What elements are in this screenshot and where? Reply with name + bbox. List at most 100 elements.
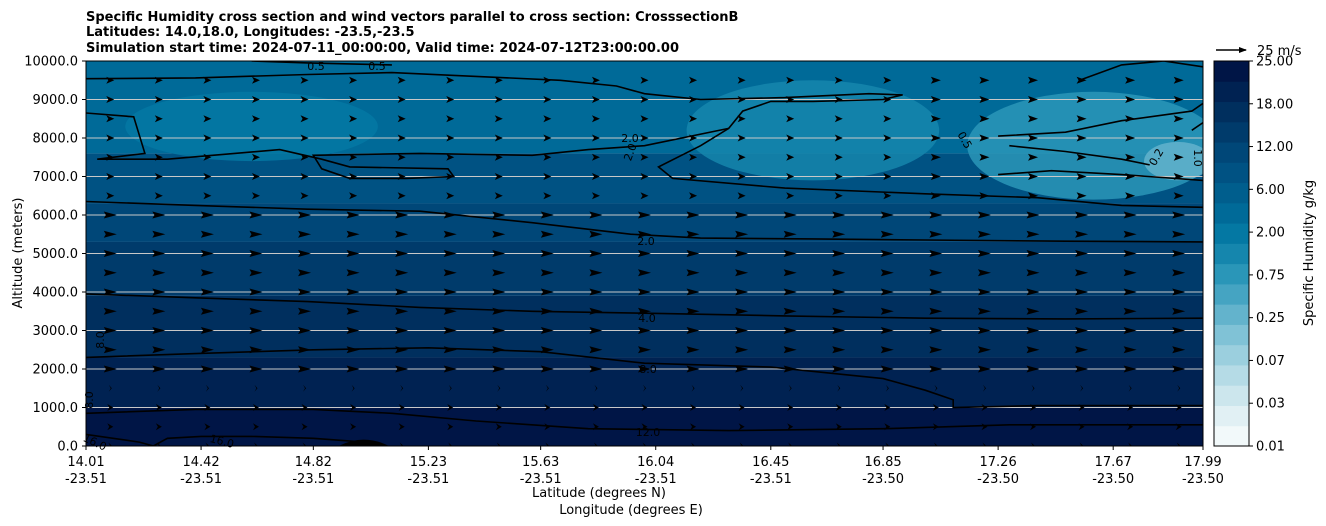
wind-vector <box>1026 288 1040 296</box>
wind-vector <box>640 153 649 161</box>
wind-vector <box>638 288 651 296</box>
quiver-key: 25 m/s <box>1216 44 1302 59</box>
wind-vector <box>880 250 894 257</box>
wind-vector <box>350 404 357 411</box>
wind-vector <box>643 384 646 392</box>
colorbar-segment <box>1214 182 1249 204</box>
wind-vector <box>788 384 792 392</box>
wind-vector <box>686 211 700 219</box>
x-tick-label-lon: -23.51 <box>750 472 792 487</box>
colorbar-tick-label: 0.25 <box>1256 311 1285 326</box>
x-axis: 14.01 -23.51 14.42 -23.51 14.82 -23.51 15.23 -2… <box>65 446 1224 487</box>
y-tick-label: 0.0 <box>57 440 78 455</box>
wind-vector <box>1075 269 1089 277</box>
wind-vector <box>1026 250 1040 257</box>
wind-vector <box>591 192 600 200</box>
wind-vector <box>1028 76 1039 84</box>
wind-vector <box>642 442 647 446</box>
wind-vector <box>783 288 797 296</box>
wind-vector <box>1123 269 1137 277</box>
contour-line-16-0 <box>86 433 154 446</box>
wind-vector <box>249 230 263 238</box>
wind-vector <box>883 134 892 142</box>
wind-vector <box>350 423 357 431</box>
contour-label: 2.0 <box>621 132 639 145</box>
wind-vector <box>638 211 651 219</box>
wind-vector <box>203 192 212 200</box>
wind-vector <box>737 173 746 180</box>
colorbar-segment <box>1214 283 1249 305</box>
wind-vector <box>787 404 794 411</box>
wind-vector <box>832 365 846 373</box>
wind-vector <box>302 442 307 446</box>
wind-vector <box>349 153 358 161</box>
chart-title-line-1: Specific Humidity cross section and wind… <box>86 10 738 25</box>
wind-vector <box>249 211 263 219</box>
wind-vector <box>154 115 163 123</box>
wind-vector <box>1026 365 1040 373</box>
wind-vector <box>735 346 749 354</box>
wind-vector <box>737 76 746 84</box>
wind-vector <box>397 192 406 200</box>
wind-vector <box>929 346 943 354</box>
y-tick-label: 7000.0 <box>33 170 79 185</box>
wind-vector <box>200 250 214 257</box>
wind-vector <box>395 307 409 315</box>
wind-vector <box>543 96 552 103</box>
x-tick-label-lat: 17.26 <box>980 455 1017 470</box>
contour-line-12-0 <box>86 408 1203 432</box>
wind-vector <box>298 327 312 334</box>
wind-vector <box>492 365 506 373</box>
wind-vector <box>929 211 943 219</box>
wind-vector <box>977 288 991 296</box>
wind-vector <box>545 442 550 446</box>
wind-vector <box>591 96 600 103</box>
wind-vector <box>979 115 990 123</box>
y-tick-label: 4000.0 <box>33 286 79 301</box>
wind-vector <box>883 153 892 161</box>
wind-vector <box>494 134 503 142</box>
wind-vector <box>783 269 797 277</box>
wind-vector <box>977 365 991 373</box>
wind-vector <box>787 423 794 431</box>
wind-vector <box>883 96 892 103</box>
wind-vector <box>200 269 214 277</box>
wind-vector <box>400 384 404 392</box>
wind-vector <box>1028 153 1039 161</box>
wind-vector <box>540 211 554 219</box>
wind-vector <box>349 115 358 123</box>
wind-vector <box>979 173 990 180</box>
wind-vector <box>152 211 166 219</box>
wind-vector <box>251 173 260 180</box>
wind-vector <box>835 404 842 411</box>
wind-vector <box>591 115 600 123</box>
contour-line-4-0 <box>86 293 1203 320</box>
wind-vector <box>251 134 260 142</box>
colorbar-tick-label: 2.00 <box>1256 226 1285 241</box>
wind-vector <box>1075 230 1089 238</box>
wind-vector <box>540 250 554 257</box>
colorbar-tick-label: 0.01 <box>1256 440 1285 455</box>
wind-vector <box>254 384 258 392</box>
colorbar-frame <box>1213 60 1250 447</box>
wind-vector <box>1075 346 1089 354</box>
wind-vector <box>834 173 843 180</box>
wind-vector <box>397 96 406 103</box>
contour-line-0-5 <box>1009 144 1150 166</box>
wind-vector <box>152 327 166 334</box>
wind-vector <box>200 327 214 334</box>
wind-vector <box>880 346 894 354</box>
y-tick-label: 1000.0 <box>33 401 79 416</box>
x-axis-label-latitude: Latitude (degrees N) <box>532 486 666 501</box>
wind-vector <box>1075 288 1089 296</box>
wind-vector <box>880 307 894 315</box>
contour-label: 8.0 <box>83 391 96 409</box>
wind-vector <box>880 269 894 277</box>
wind-vector <box>832 327 846 334</box>
wind-vector <box>448 442 453 446</box>
wind-vector <box>589 346 603 354</box>
wind-vector <box>443 365 457 373</box>
wind-vector <box>1125 134 1136 142</box>
colorbar-ticks: 0.01 0.03 0.07 0.25 0.75 2.00 6.00 12.00 18.00 25… <box>1249 55 1293 455</box>
colorbar-segment <box>1214 121 1249 143</box>
